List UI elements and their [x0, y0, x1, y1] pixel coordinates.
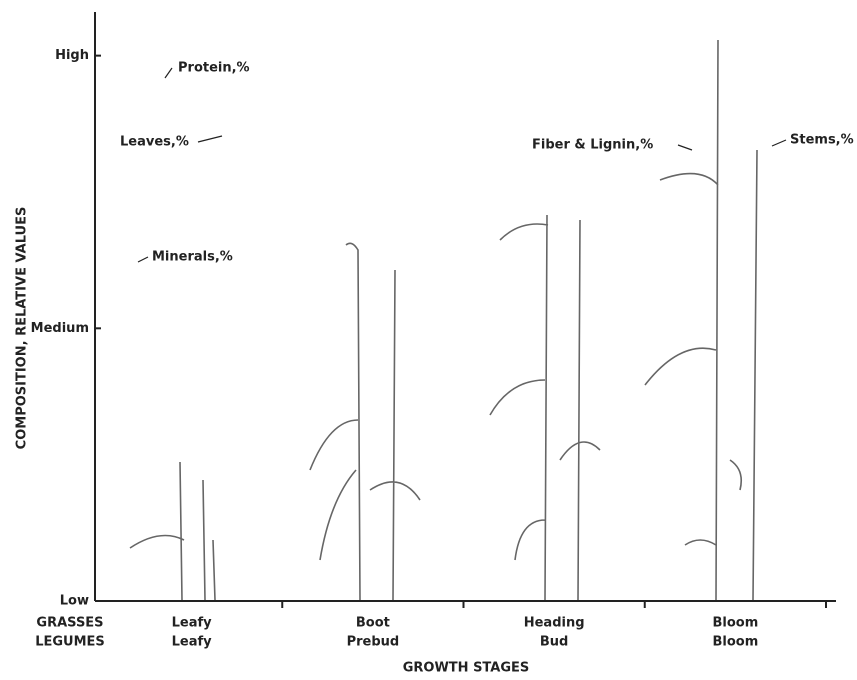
x-axis-label: GROWTH STAGES: [403, 661, 530, 676]
label-leader: [198, 136, 222, 142]
label-leader: [138, 257, 148, 262]
y-tick-label: High: [55, 48, 89, 63]
x-tick-label: Heading: [524, 616, 585, 631]
y-axis-label: COMPOSITION, RELATIVE VALUES: [15, 207, 30, 450]
label-leader: [678, 145, 692, 150]
row-label: LEGUMES: [35, 635, 105, 650]
series-label: Stems,%: [790, 133, 854, 148]
label-leader: [772, 140, 786, 146]
row-label: GRASSES: [36, 616, 103, 631]
x-tick-label: Bud: [540, 635, 568, 650]
series-label: Leaves,%: [120, 135, 189, 150]
chart: COMPOSITION, RELATIVE VALUES GROWTH STAG…: [0, 0, 857, 680]
plant-illustrations: [130, 40, 757, 600]
series-label: Minerals,%: [152, 250, 233, 265]
series-label: Protein,%: [178, 61, 250, 76]
series-label: Fiber & Lignin,%: [532, 138, 653, 153]
x-tick-label: Bloom: [712, 635, 758, 650]
label-leader: [165, 68, 172, 78]
y-tick-label: Medium: [31, 321, 89, 336]
page: {"chart_data": { "type": "line", "y_labe…: [0, 0, 857, 680]
y-tick-label: Low: [60, 594, 89, 609]
x-tick-label: Prebud: [347, 635, 400, 650]
x-tick-label: Leafy: [172, 616, 213, 631]
x-tick-label: Boot: [356, 616, 390, 631]
x-tick-label: Bloom: [712, 616, 758, 631]
x-tick-label: Leafy: [172, 635, 213, 650]
